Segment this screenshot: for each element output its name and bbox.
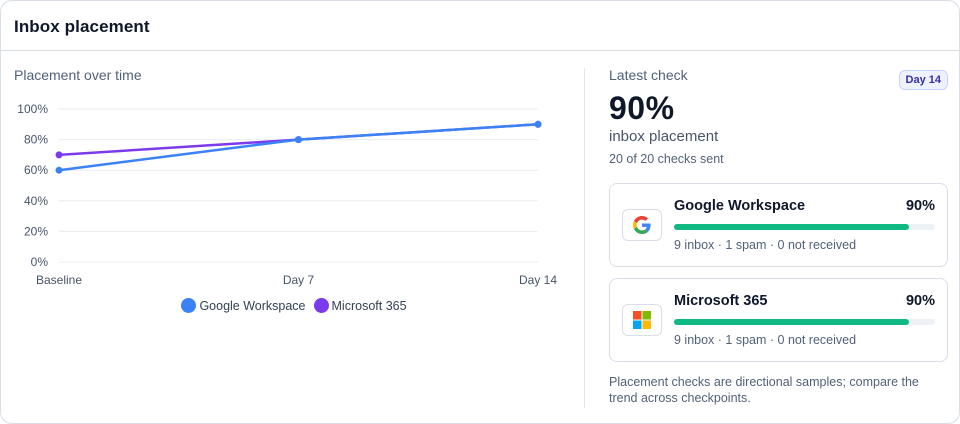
legend-label: Google Workspace xyxy=(199,298,306,313)
card-header: Inbox placement xyxy=(1,1,959,51)
footnote: Placement checks are directional samples… xyxy=(609,375,919,405)
placement-progress-fill xyxy=(674,224,909,230)
data-point xyxy=(55,151,63,159)
checks-sent-count: 20 of 20 checks sent xyxy=(609,152,724,166)
overall-placement-label: inbox placement xyxy=(609,128,719,145)
y-tick-label: 60% xyxy=(24,163,48,177)
series-line xyxy=(58,123,539,172)
placement-progress-fill xyxy=(674,319,909,325)
provider-name: Google Workspace xyxy=(674,198,806,214)
x-tick-label: Day 7 xyxy=(283,273,315,287)
placement-progress-bar xyxy=(674,224,935,230)
y-tick-label: 20% xyxy=(24,224,48,238)
data-point xyxy=(295,136,302,144)
overall-placement-percent: 90% xyxy=(609,90,675,126)
x-tick-label: Baseline xyxy=(36,273,82,287)
y-tick-label: 40% xyxy=(24,194,48,208)
panel-divider xyxy=(584,68,585,408)
day-badge: Day 14 xyxy=(898,70,948,90)
provider-card-microsoft: Microsoft 365 90% 9 inbox · 1 spam · 0 n… xyxy=(609,278,948,362)
placement-line-chart: 0% 20% 40% 60% 80% 100% Baseline Day 7 Day 14 xyxy=(17,102,557,287)
provider-name: Microsoft 365 xyxy=(674,293,768,309)
chart-legend: Google Workspace Microsoft 365 xyxy=(14,298,574,313)
data-point xyxy=(534,120,542,128)
provider-stats: 9 inbox · 1 spam · 0 not received xyxy=(674,333,857,347)
provider-percent: 90% xyxy=(905,293,935,309)
y-tick-label: 0% xyxy=(31,255,49,269)
legend-item: Google Workspace xyxy=(181,298,306,313)
placement-progress-bar xyxy=(674,319,935,325)
legend-item: Microsoft 365 xyxy=(313,298,407,313)
provider-stats: 9 inbox · 1 spam · 0 not received xyxy=(674,238,857,252)
legend-swatch xyxy=(313,298,329,313)
card-title: Inbox placement xyxy=(14,17,150,36)
placement-chart-panel: Placement over time 0% 20% 40% 60% 80% 100% Ba… xyxy=(14,67,574,407)
x-tick-label: Day 14 xyxy=(519,273,557,287)
legend-label: Microsoft 365 xyxy=(331,298,407,313)
latest-check-label: Latest check xyxy=(609,67,688,83)
provider-percent: 90% xyxy=(905,198,935,214)
y-tick-label: 80% xyxy=(24,133,48,147)
data-point xyxy=(55,166,63,174)
microsoft-logo-icon xyxy=(622,304,662,336)
latest-check-panel: Latest check Day 14 90% inbox placement … xyxy=(609,67,948,412)
y-tick-label: 100% xyxy=(17,102,48,116)
legend-swatch xyxy=(181,298,197,313)
chart-title: Placement over time xyxy=(14,67,142,83)
google-logo-icon xyxy=(622,209,662,241)
provider-card-google: Google Workspace 90% 9 inbox · 1 spam · … xyxy=(609,183,948,267)
